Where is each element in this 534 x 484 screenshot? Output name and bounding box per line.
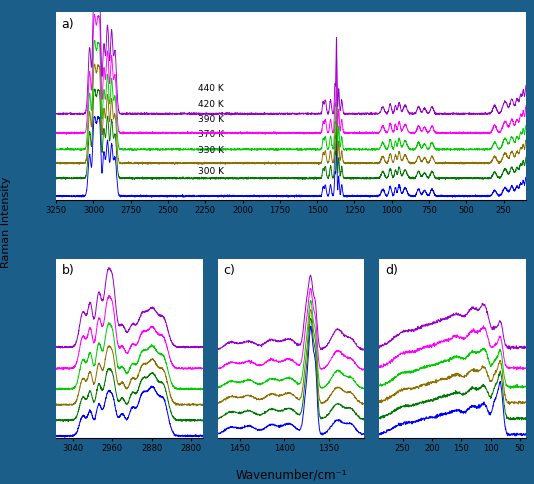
Text: Raman Intensity: Raman Intensity — [2, 177, 11, 268]
Text: 330 K: 330 K — [198, 146, 224, 155]
Text: c): c) — [223, 264, 235, 277]
Text: 440 K: 440 K — [198, 85, 224, 93]
Text: 370 K: 370 K — [198, 130, 224, 139]
Text: 390 K: 390 K — [198, 115, 224, 124]
Text: 420 K: 420 K — [198, 100, 224, 108]
Text: Wavenumber/cm⁻¹: Wavenumber/cm⁻¹ — [235, 469, 347, 482]
Text: d): d) — [385, 264, 398, 277]
Text: a): a) — [62, 18, 74, 31]
Text: 300 K: 300 K — [198, 167, 224, 176]
Text: b): b) — [62, 264, 75, 277]
